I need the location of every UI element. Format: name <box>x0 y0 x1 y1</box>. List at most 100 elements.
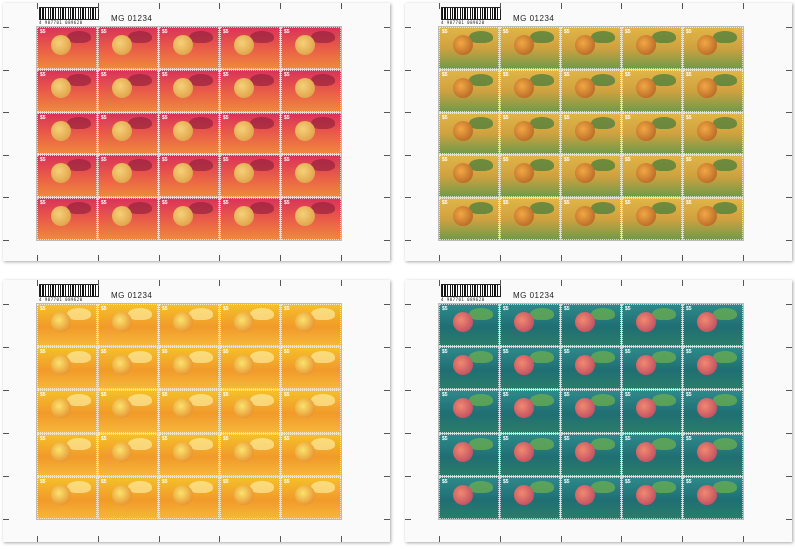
margin-tick <box>384 476 390 477</box>
cat-illustration <box>514 398 534 419</box>
margin-tick <box>560 255 562 261</box>
margin-tick <box>405 433 411 434</box>
perforation <box>37 347 97 390</box>
background-foliage <box>530 480 554 493</box>
stamp-value: $5 <box>162 435 168 442</box>
perforation <box>561 69 621 112</box>
background-foliage <box>250 202 274 215</box>
cat-illustration <box>575 312 595 332</box>
perforation <box>220 304 280 347</box>
background-foliage <box>530 308 554 320</box>
background-foliage <box>713 73 737 86</box>
cat-illustration <box>575 398 595 419</box>
stamp-grid: $5 $5 $5 $5 $5 $5 $5 $5 $5 $5 $5 $5 $5 $5 $5 $5 $5 $5 $5 $5… <box>36 26 342 241</box>
stamp-value: $5 <box>40 157 46 164</box>
perforation <box>98 304 158 347</box>
stamp: $5 <box>220 112 280 155</box>
stamp: $5 <box>622 476 682 519</box>
perforation <box>98 27 158 69</box>
margin-tick <box>786 197 792 199</box>
stamp-value: $5 <box>223 114 229 121</box>
perforation <box>281 155 341 198</box>
background-foliage <box>652 202 676 215</box>
perforation <box>220 390 280 433</box>
stamp: $5 <box>281 304 341 347</box>
background-foliage <box>128 202 152 215</box>
barcode: 4 987701 089620 <box>441 7 501 25</box>
margin-tick <box>384 27 390 28</box>
cat-illustration <box>173 163 193 184</box>
margin-tick <box>384 433 390 434</box>
stamp-value: $5 <box>284 306 290 312</box>
stamp: $5 <box>220 476 280 519</box>
background-foliage <box>530 73 554 86</box>
stamp: $5 <box>500 390 560 433</box>
stamp-value: $5 <box>284 478 290 485</box>
stamp-value: $5 <box>625 200 631 207</box>
perforation <box>439 198 499 240</box>
tiger-illustration <box>295 398 315 419</box>
cat-illustration <box>295 120 315 141</box>
background-foliage <box>591 351 615 364</box>
background-foliage <box>128 480 152 493</box>
margin-tick <box>3 519 9 520</box>
background-foliage <box>469 116 493 129</box>
tiger-illustration <box>51 355 71 376</box>
stamp: $5 <box>561 347 621 390</box>
background-foliage <box>311 202 335 215</box>
stamp: $5 <box>281 476 341 519</box>
margin-tick <box>786 347 792 348</box>
margin-tick <box>405 519 411 520</box>
background-foliage <box>189 437 213 450</box>
stamp: $5 <box>220 198 280 240</box>
cat-illustration <box>514 312 534 332</box>
stamp-sheet-red-cat: 4 987701 089620 MG 01234 $5 $5 $5 $5 $5 $5 $5 $… <box>3 3 390 261</box>
background-foliage <box>652 437 676 450</box>
tiger-illustration <box>453 120 473 141</box>
tiger-illustration <box>51 398 71 419</box>
perforation <box>37 69 97 112</box>
background-foliage <box>591 31 615 43</box>
background-foliage <box>469 437 493 450</box>
background-foliage <box>67 437 91 450</box>
margin-tick <box>384 304 390 305</box>
margin-tick <box>3 390 9 391</box>
stamp-value: $5 <box>442 71 448 78</box>
perforation <box>159 198 219 240</box>
stamp: $5 <box>220 304 280 347</box>
stamp: $5 <box>683 69 743 112</box>
background-foliage <box>67 73 91 86</box>
tiger-illustration <box>173 312 193 332</box>
stamp: $5 <box>281 69 341 112</box>
perforation <box>159 304 219 347</box>
tiger-illustration <box>575 35 595 55</box>
margin-tick <box>560 280 562 286</box>
stamp: $5 <box>159 390 219 433</box>
stamp: $5 <box>439 390 499 433</box>
stamp: $5 <box>281 433 341 476</box>
stamp-value: $5 <box>223 478 229 485</box>
margin-tick <box>384 197 390 199</box>
stamp-value: $5 <box>40 114 46 121</box>
stamp: $5 <box>500 198 560 240</box>
margin-tick <box>3 304 9 305</box>
perforation <box>281 433 341 476</box>
stamp-value: $5 <box>442 114 448 121</box>
margin-tick <box>280 536 282 542</box>
background-foliage <box>67 116 91 129</box>
background-foliage <box>67 480 91 493</box>
stamp-value: $5 <box>503 478 509 485</box>
perforation <box>500 27 560 69</box>
stamp-value: $5 <box>101 478 107 485</box>
stamp-value: $5 <box>442 200 448 207</box>
background-foliage <box>250 116 274 129</box>
stamp-value: $5 <box>503 157 509 164</box>
stamp: $5 <box>561 69 621 112</box>
stamp: $5 <box>439 433 499 476</box>
perforation <box>500 347 560 390</box>
background-foliage <box>189 308 213 320</box>
background-foliage <box>469 308 493 320</box>
stamp-grid: $5 $5 $5 $5 $5 $5 $5 $5 $5 $5 $5 $5 $5 $5 $5 $5 $5 $5 $5 $5… <box>438 26 744 241</box>
background-foliage <box>591 116 615 129</box>
background-foliage <box>713 437 737 450</box>
